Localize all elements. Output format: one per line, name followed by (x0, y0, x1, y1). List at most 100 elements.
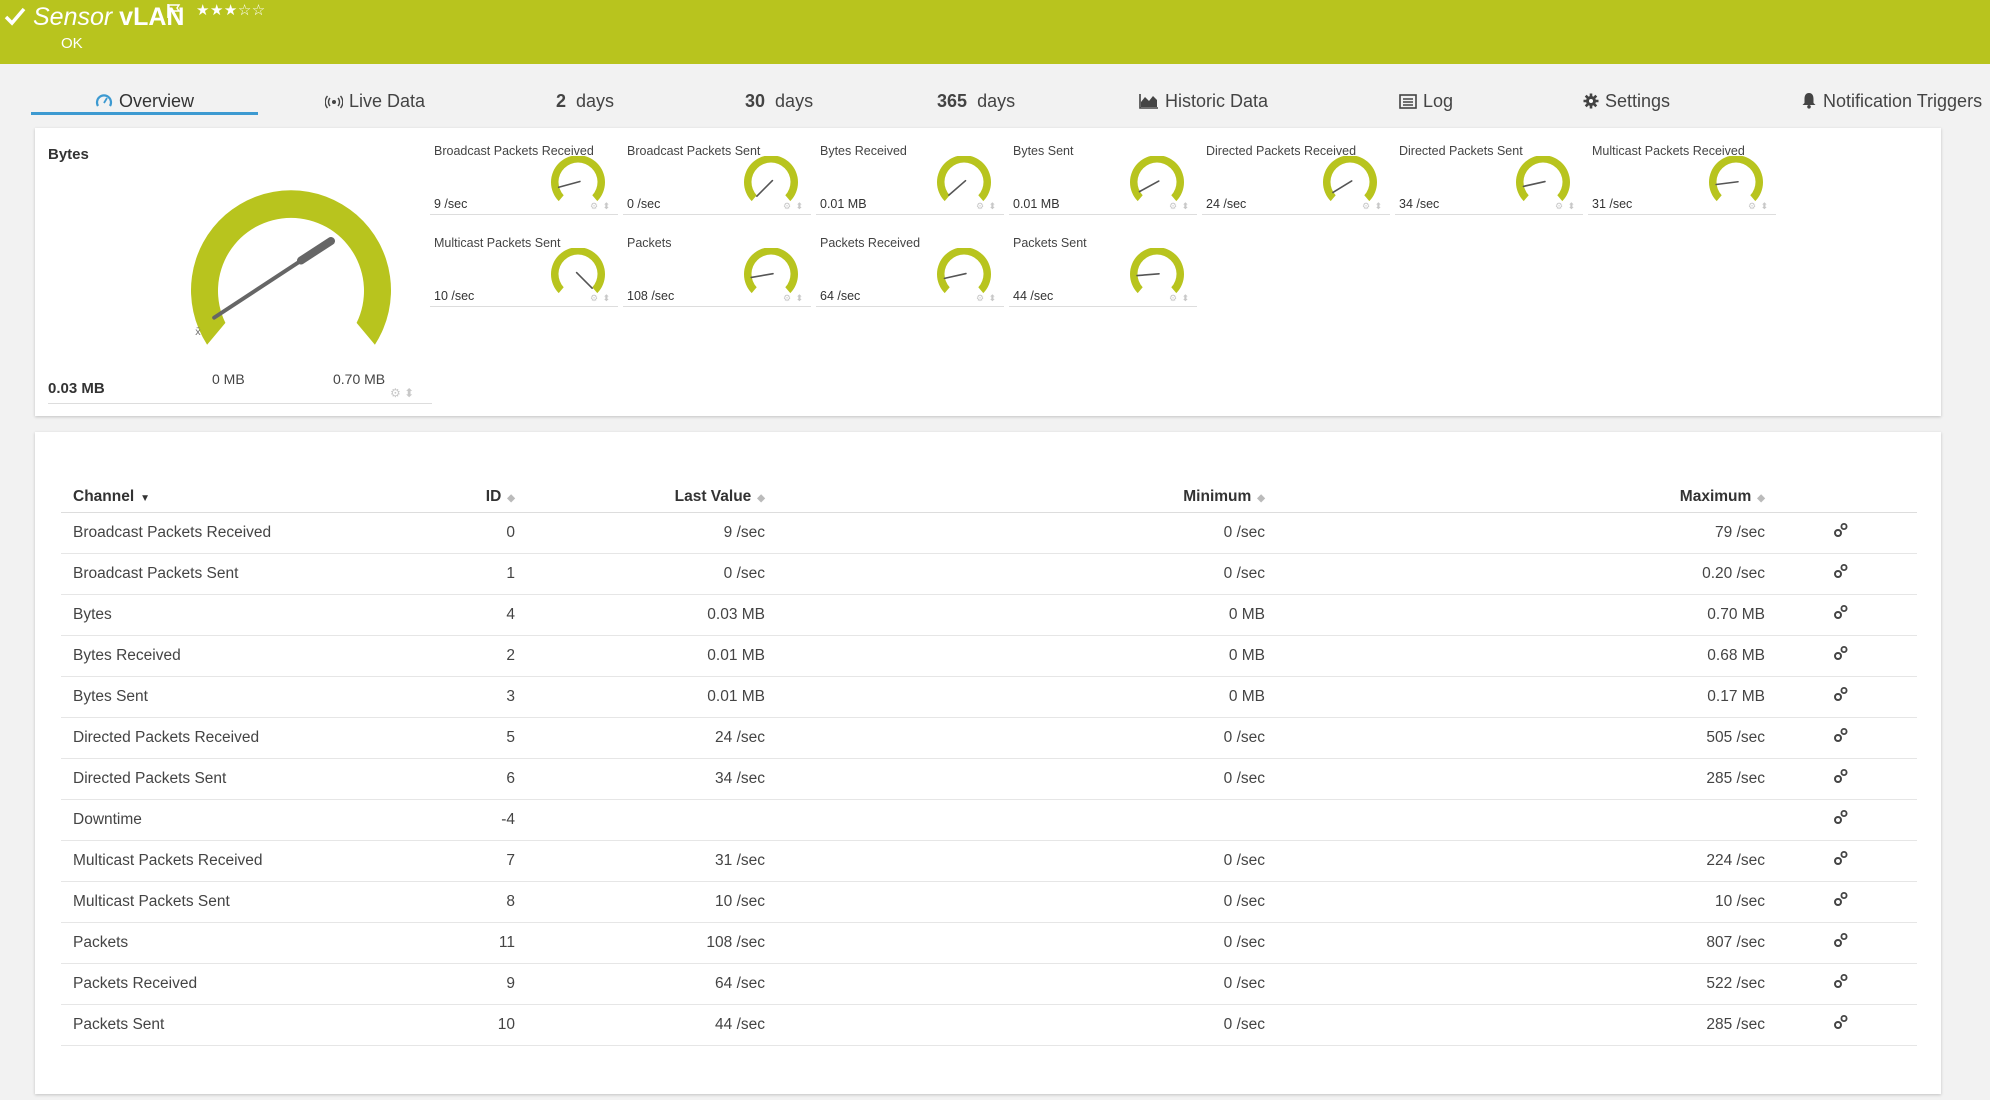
mini-gauge-action-icons[interactable]: ⚙ ⬍ (590, 201, 612, 211)
table-row[interactable]: Packets Sent 10 44 /sec 0 /sec 285 /sec (61, 1004, 1917, 1046)
tab-overview[interactable]: Overview (95, 91, 194, 121)
gears-icon[interactable] (1833, 850, 1849, 866)
cell-maximum: 285 /sec (1265, 1004, 1765, 1046)
mini-gauge-tile[interactable]: Multicast Packets Sent 10 /sec ⚙ ⬍ (430, 236, 618, 307)
cell-minimum: 0 /sec (765, 717, 1265, 759)
cell-last-value: 10 /sec (515, 881, 765, 923)
mini-gauge-action-icons[interactable]: ⚙ ⬍ (783, 201, 805, 211)
cell-minimum: 0 /sec (765, 512, 1265, 554)
tab-notification-triggers[interactable]: Notification Triggers (1801, 91, 1982, 121)
mini-gauge-arc (744, 248, 798, 294)
column-header-channel[interactable]: Channel ▼ (61, 482, 421, 513)
primary-gauge-max: 0.70 MB (333, 371, 386, 387)
table-row[interactable]: Broadcast Packets Received 0 9 /sec 0 /sec 7… (61, 512, 1917, 554)
cell-last-value: 24 /sec (515, 717, 765, 759)
mini-gauge-action-icons[interactable]: ⚙ ⬍ (1169, 293, 1191, 303)
mini-gauge-tile[interactable]: Directed Packets Received 24 /sec ⚙ ⬍ (1202, 144, 1390, 215)
cell-maximum: 10 /sec (1265, 881, 1765, 923)
cell-actions (1765, 553, 1917, 595)
gears-icon[interactable] (1833, 522, 1849, 538)
tab-label: Historic Data (1165, 91, 1269, 111)
mini-gauge-action-icons[interactable]: ⚙ ⬍ (783, 293, 805, 303)
table-row[interactable]: Bytes Sent 3 0.01 MB 0 MB 0.17 MB (61, 676, 1917, 718)
mini-gauge-tile[interactable]: Directed Packets Sent 34 /sec ⚙ ⬍ (1395, 144, 1583, 215)
tab-log[interactable]: Log (1399, 91, 1453, 121)
gears-icon[interactable] (1833, 809, 1849, 825)
mini-gauge-tile[interactable]: Bytes Received 0.01 MB ⚙ ⬍ (816, 144, 1004, 215)
bell-icon (1802, 93, 1816, 109)
mini-gauge-action-icons[interactable]: ⚙ ⬍ (1748, 201, 1770, 211)
gears-icon[interactable] (1833, 932, 1849, 948)
cell-id: 8 (421, 881, 515, 923)
tab-live-data[interactable]: Live Data (325, 91, 425, 121)
mini-gauge-action-icons[interactable]: ⚙ ⬍ (976, 201, 998, 211)
cell-id: 0 (421, 512, 515, 554)
tab-365-days[interactable]: 365 days (937, 91, 1015, 121)
column-header-minimum[interactable]: Minimum ◆ (765, 482, 1265, 513)
cell-last-value: 9 /sec (515, 512, 765, 554)
mini-gauge-label: Packets (627, 236, 672, 250)
mini-gauge-dial (1516, 156, 1570, 202)
tab-settings[interactable]: Settings (1583, 91, 1670, 121)
divider (1009, 306, 1197, 307)
mini-gauge-action-icons[interactable]: ⚙ ⬍ (590, 293, 612, 303)
column-header-last-value[interactable]: Last Value ◆ (515, 482, 765, 513)
table-row[interactable]: Bytes 4 0.03 MB 0 MB 0.70 MB (61, 594, 1917, 636)
gauge-action-icons[interactable]: ⚙ ⬍ (390, 386, 415, 400)
mini-gauge-needle (948, 179, 967, 196)
mini-gauge-action-icons[interactable]: ⚙ ⬍ (1555, 201, 1577, 211)
cell-last-value (515, 799, 765, 841)
cell-maximum: 0.70 MB (1265, 594, 1765, 636)
tab-30-days[interactable]: 30 days (745, 91, 813, 121)
mini-gauge-action-icons[interactable]: ⚙ ⬍ (1169, 201, 1191, 211)
table-row[interactable]: Packets 11 108 /sec 0 /sec 807 /sec (61, 922, 1917, 964)
mini-gauge-tile[interactable]: Bytes Sent 0.01 MB ⚙ ⬍ (1009, 144, 1197, 215)
column-header-maximum[interactable]: Maximum ◆ (1265, 482, 1765, 513)
table-row[interactable]: Directed Packets Sent 6 34 /sec 0 /sec 285 /… (61, 758, 1917, 800)
tab-historic-data[interactable]: Historic Data (1139, 91, 1268, 121)
gears-icon[interactable] (1833, 727, 1849, 743)
divider (1202, 214, 1390, 215)
table-row[interactable]: Broadcast Packets Sent 1 0 /sec 0 /sec 0.20 … (61, 553, 1917, 595)
mini-gauge-tile[interactable]: Multicast Packets Received 31 /sec ⚙ ⬍ (1588, 144, 1776, 215)
sort-desc-icon: ▼ (140, 492, 151, 504)
cell-maximum (1265, 799, 1765, 841)
flag-icon[interactable] (166, 3, 182, 19)
tab-number: 365 (937, 91, 968, 111)
table-row[interactable]: Multicast Packets Received 7 31 /sec 0 /sec… (61, 840, 1917, 882)
gears-icon[interactable] (1833, 563, 1849, 579)
mini-gauge-tile[interactable]: Packets 108 /sec ⚙ ⬍ (623, 236, 811, 307)
table-row[interactable]: Downtime -4 (61, 799, 1917, 841)
gear-icon (1583, 93, 1599, 109)
gears-icon[interactable] (1833, 973, 1849, 989)
mini-gauge-label: Packets Received (820, 236, 921, 250)
table-row[interactable]: Bytes Received 2 0.01 MB 0 MB 0.68 MB (61, 635, 1917, 677)
cell-id: 7 (421, 840, 515, 882)
gears-icon[interactable] (1833, 891, 1849, 907)
gears-icon[interactable] (1833, 686, 1849, 702)
gears-icon[interactable] (1833, 1014, 1849, 1030)
table-row[interactable]: Packets Received 9 64 /sec 0 /sec 522 /sec (61, 963, 1917, 1005)
mini-gauge-action-icons[interactable]: ⚙ ⬍ (976, 293, 998, 303)
cell-minimum: 0 /sec (765, 963, 1265, 1005)
mini-gauge-tile[interactable]: Packets Sent 44 /sec ⚙ ⬍ (1009, 236, 1197, 307)
cell-maximum: 0.20 /sec (1265, 553, 1765, 595)
mini-gauge-value: 34 /sec (1399, 197, 1440, 211)
gears-icon[interactable] (1833, 768, 1849, 784)
gears-icon[interactable] (1833, 604, 1849, 620)
mini-gauge-tile[interactable]: Broadcast Packets Sent 0 /sec ⚙ ⬍ (623, 144, 811, 215)
priority-stars[interactable]: ★★★☆☆ (196, 2, 266, 19)
mini-gauge-tile[interactable]: Broadcast Packets Received 9 /sec ⚙ ⬍ (430, 144, 618, 215)
primary-gauge[interactable]: x̄ (176, 167, 406, 367)
tab-2-days[interactable]: 2 days (556, 91, 614, 121)
mini-gauge-tile[interactable]: Packets Received 64 /sec ⚙ ⬍ (816, 236, 1004, 307)
column-header-id[interactable]: ID ◆ (421, 482, 515, 513)
cell-last-value: 0 /sec (515, 553, 765, 595)
table-row[interactable]: Directed Packets Received 5 24 /sec 0 /sec 5… (61, 717, 1917, 759)
table-row[interactable]: Multicast Packets Sent 8 10 /sec 0 /sec 10 /… (61, 881, 1917, 923)
mini-gauge-action-icons[interactable]: ⚙ ⬍ (1362, 201, 1384, 211)
channels-table: Channel ▼ ID ◆ Last Value ◆ Minimum ◆ Maximu… (61, 482, 1917, 1046)
gears-icon[interactable] (1833, 645, 1849, 661)
primary-gauge-needle-base (297, 237, 335, 265)
cell-last-value: 64 /sec (515, 963, 765, 1005)
